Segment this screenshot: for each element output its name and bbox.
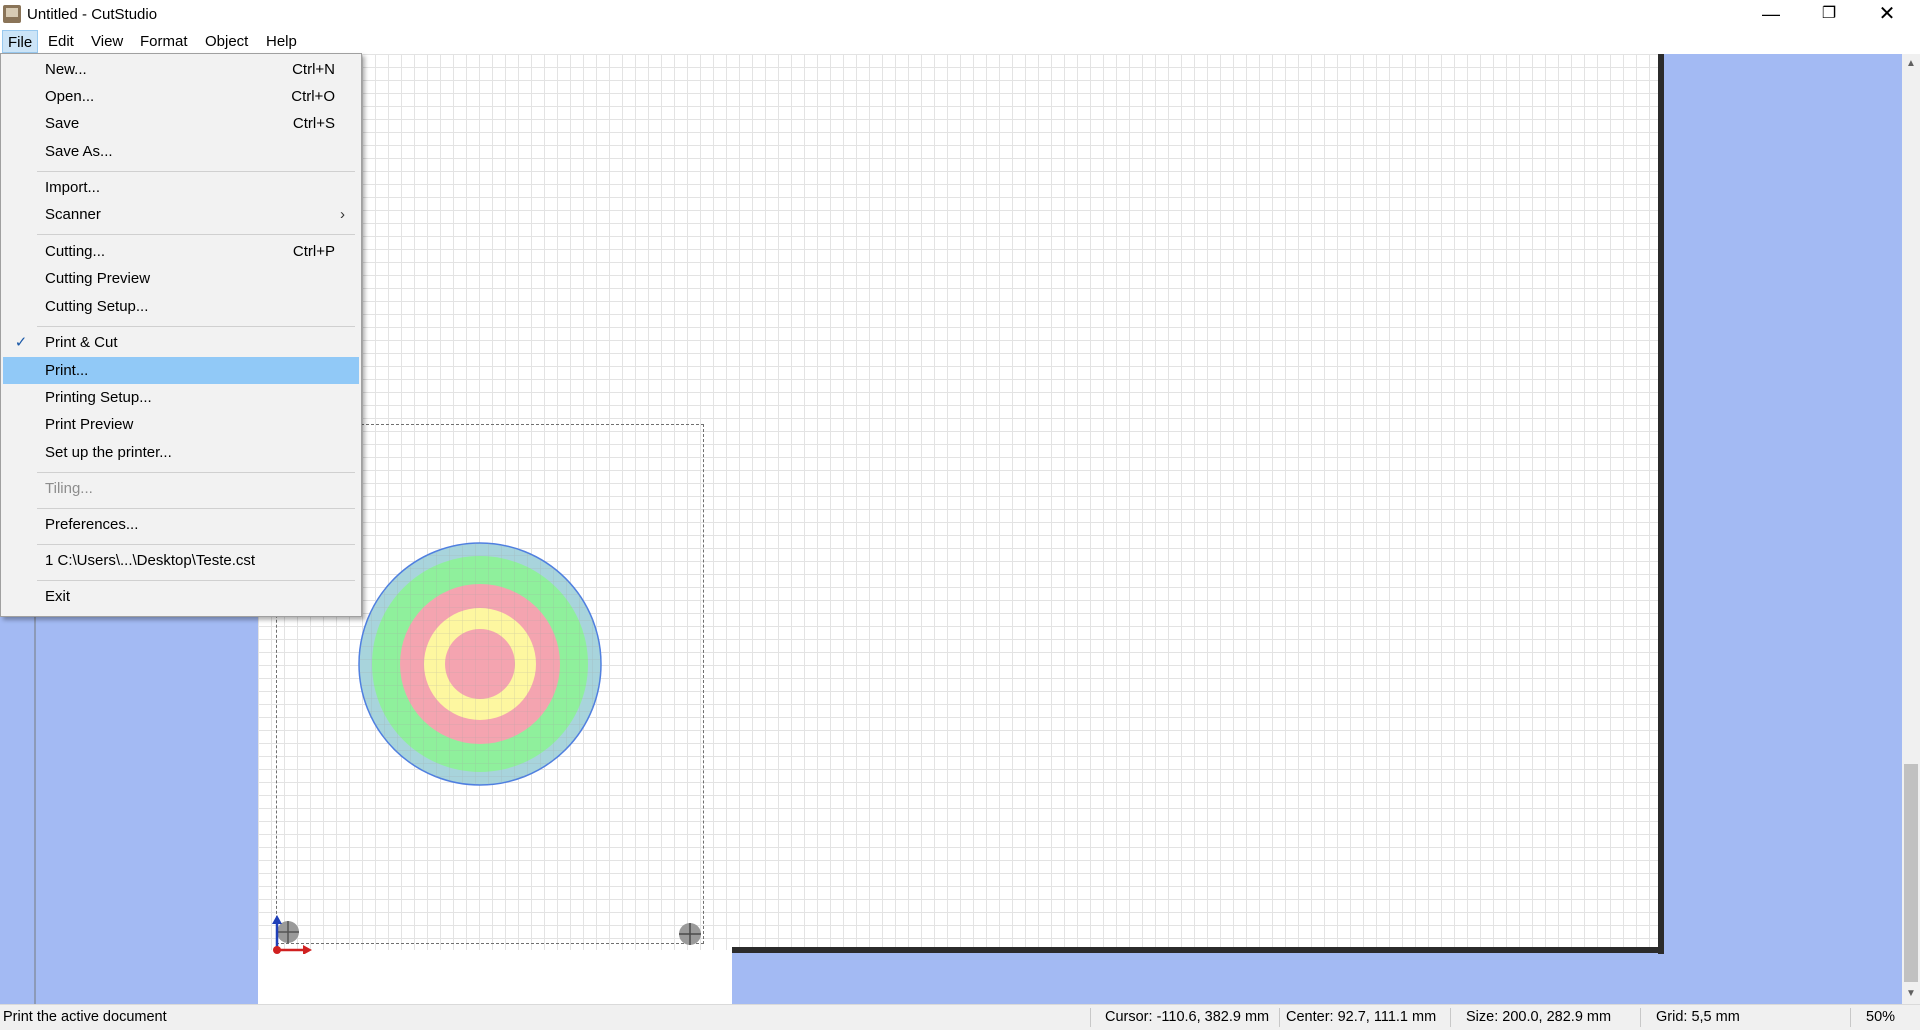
status-message: Print the active document xyxy=(3,1009,167,1025)
canvas-workspace[interactable] xyxy=(0,54,1902,1004)
menu-item-import[interactable]: Import... xyxy=(3,174,359,201)
checkmark-icon: ✓ xyxy=(14,334,28,351)
close-button[interactable]: ✕ xyxy=(1878,3,1896,25)
status-divider xyxy=(1090,1008,1091,1027)
menu-format[interactable]: Format xyxy=(140,33,188,50)
menu-item-label: Set up the printer... xyxy=(45,444,172,461)
menu-item-scanner[interactable]: Scanner › xyxy=(3,201,359,228)
menu-item-save-as[interactable]: Save As... xyxy=(3,138,359,165)
maximize-button[interactable]: ❐ xyxy=(1821,5,1837,22)
menu-item-save[interactable]: Save Ctrl+S xyxy=(3,110,359,137)
status-divider xyxy=(1450,1008,1451,1027)
status-size: Size: 200.0, 282.9 mm xyxy=(1466,1009,1612,1025)
menu-item-new[interactable]: New... Ctrl+N xyxy=(3,56,359,83)
status-bar: Print the active document Cursor: -110.6… xyxy=(0,1004,1920,1030)
sheet-shadow-bottom xyxy=(732,947,1664,953)
submenu-arrow-icon: › xyxy=(340,206,345,223)
menu-file[interactable]: File xyxy=(2,30,39,53)
menu-item-print[interactable]: Print... xyxy=(3,357,359,384)
menu-item-cutting-preview[interactable]: Cutting Preview xyxy=(3,265,359,292)
status-divider xyxy=(1850,1008,1851,1027)
menu-item-print-preview[interactable]: Print Preview xyxy=(3,411,359,438)
menu-item-label: Print Preview xyxy=(45,416,134,433)
menu-item-label: Print & Cut xyxy=(45,334,118,351)
menu-item-label: Tiling... xyxy=(45,480,93,497)
menu-separator xyxy=(37,544,355,545)
menu-object[interactable]: Object xyxy=(205,33,249,50)
menu-item-label: Save As... xyxy=(45,143,113,160)
cutstudio-app-icon xyxy=(3,5,21,23)
target-grid-overlay xyxy=(359,543,601,785)
menu-separator xyxy=(37,234,355,235)
menu-item-label: Import... xyxy=(45,179,101,196)
menu-item-recent-file[interactable]: 1 C:\Users\...\Desktop\Teste.cst xyxy=(3,547,359,574)
menu-edit[interactable]: Edit xyxy=(48,33,74,50)
menu-item-cutting-setup[interactable]: Cutting Setup... xyxy=(3,293,359,320)
status-divider xyxy=(1279,1008,1280,1027)
menu-item-label: Print... xyxy=(45,362,89,379)
cutting-sheet[interactable] xyxy=(258,54,1662,950)
scroll-up-arrow-icon[interactable]: ▲ xyxy=(1906,58,1916,69)
menu-bar: File Edit View Format Object Help xyxy=(0,30,1920,54)
menu-item-shortcut: Ctrl+P xyxy=(292,243,335,260)
menu-help[interactable]: Help xyxy=(266,33,297,50)
menu-item-shortcut: Ctrl+S xyxy=(292,115,335,132)
menu-item-label: Scanner xyxy=(45,206,101,223)
menu-item-label: Cutting Preview xyxy=(45,270,151,287)
file-menu-dropdown: New... Ctrl+N Open... Ctrl+O Save Ctrl+S… xyxy=(0,53,362,617)
vertical-scrollbar[interactable]: ▲ ▼ xyxy=(1902,54,1920,1004)
menu-separator xyxy=(37,171,355,172)
menu-item-label: 1 C:\Users\...\Desktop\Teste.cst xyxy=(45,552,256,569)
menu-item-label: Cutting Setup... xyxy=(45,298,149,315)
menu-item-label: Save xyxy=(45,115,80,132)
print-area-boundary xyxy=(276,424,704,944)
menu-view[interactable]: View xyxy=(91,33,124,50)
minimize-button[interactable]: — xyxy=(1762,4,1780,24)
window-title: Untitled - CutStudio xyxy=(27,6,158,23)
menu-item-cutting[interactable]: Cutting... Ctrl+P xyxy=(3,238,359,265)
registration-mark-icon xyxy=(679,923,701,945)
menu-item-label: Exit xyxy=(45,588,71,605)
origin-axis-icon xyxy=(272,915,312,954)
menu-separator xyxy=(37,326,355,327)
sheet-shadow-right xyxy=(1658,54,1664,954)
status-center: Center: 92.7, 111.1 mm xyxy=(1286,1009,1437,1025)
status-cursor: Cursor: -110.6, 382.9 mm xyxy=(1105,1009,1270,1025)
title-bar: Untitled - CutStudio — ❐ ✕ xyxy=(0,0,1920,30)
menu-item-open[interactable]: Open... Ctrl+O xyxy=(3,83,359,110)
menu-separator xyxy=(37,580,355,581)
scrollbar-thumb[interactable] xyxy=(1904,764,1918,982)
menu-item-label: Open... xyxy=(45,88,95,105)
menu-item-printing-setup[interactable]: Printing Setup... xyxy=(3,384,359,411)
menu-item-exit[interactable]: Exit xyxy=(3,583,359,610)
status-grid: Grid: 5,5 mm xyxy=(1656,1009,1740,1025)
status-divider xyxy=(1640,1008,1641,1027)
status-zoom: 50% xyxy=(1866,1009,1896,1025)
menu-item-preferences[interactable]: Preferences... xyxy=(3,511,359,538)
menu-item-label: New... xyxy=(45,61,87,78)
menu-item-shortcut: Ctrl+O xyxy=(291,88,335,105)
menu-item-shortcut: Ctrl+N xyxy=(292,61,335,78)
menu-item-tiling: Tiling... xyxy=(3,475,359,502)
menu-item-label: Preferences... xyxy=(45,516,139,533)
menu-item-label: Cutting... xyxy=(45,243,106,260)
scroll-down-arrow-icon[interactable]: ▼ xyxy=(1906,988,1916,999)
menu-separator xyxy=(37,508,355,509)
menu-item-label: Printing Setup... xyxy=(45,389,152,406)
menu-item-set-up-printer[interactable]: Set up the printer... xyxy=(3,439,359,466)
target-circle-object[interactable] xyxy=(358,542,602,786)
menu-separator xyxy=(37,472,355,473)
menu-item-print-and-cut[interactable]: ✓ Print & Cut xyxy=(3,329,359,356)
